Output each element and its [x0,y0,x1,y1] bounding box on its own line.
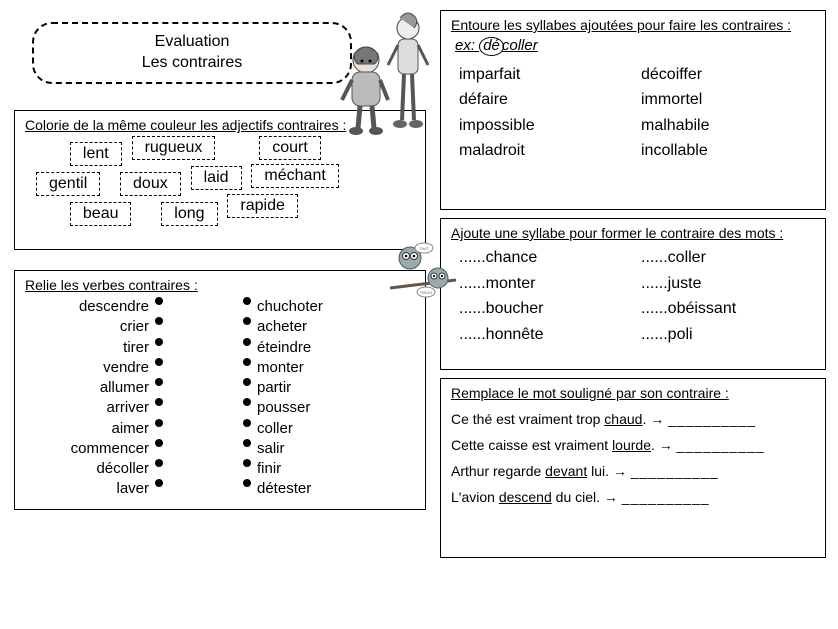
ex2-right-column: chuchoter acheter éteindre monter partir… [243,297,323,500]
verb-left: laver [35,479,155,499]
word-box: laid [191,166,242,190]
word-box: rapide [227,194,297,218]
dot-icon [155,358,163,366]
dot-icon [243,358,251,366]
sentence: Ce thé est vraiment trop chaud. → ______… [451,411,815,427]
ex-prefix: ex: [455,37,479,54]
dot-icon [155,317,163,325]
dot-icon [243,297,251,305]
ex1-words: lent rugueux court gentil doux laid méch… [25,137,415,231]
word-box: long [161,202,217,226]
word-box: court [259,136,321,160]
word: décoiffer [633,62,815,88]
exercise-relie: Relie les verbes contraires : descendre … [14,270,426,510]
dot-icon [155,378,163,386]
word-box: doux [120,172,181,196]
dot-icon [243,459,251,467]
verb-right: chuchoter [251,297,323,317]
dot-icon [243,378,251,386]
verb-right: acheter [251,317,307,337]
verb-left: commencer [35,439,155,459]
word: monter [451,271,633,297]
children-illustration [328,10,438,140]
word: honnête [451,322,633,348]
worksheet-page: Evaluation Les contraires [8,8,830,621]
word: maladroit [451,138,633,164]
dot-icon [155,459,163,467]
dot-icon [243,479,251,487]
word: coller [633,245,815,271]
verb-right: partir [251,378,291,398]
dot-icon [155,419,163,427]
dot-icon [243,338,251,346]
svg-text:TWOO: TWOO [420,290,432,295]
sentence: Arthur regarde devant lui. → __________ [451,463,815,479]
blank: __________ [631,463,719,479]
dot-icon [243,419,251,427]
exercise-entoure: Entoure les syllabes ajoutées pour faire… [440,10,826,210]
word: malhabile [633,113,815,139]
word: poli [633,322,815,348]
sentence: Cette caisse est vraiment lourde. → ____… [451,437,815,453]
dot-icon [243,398,251,406]
dot-icon [155,338,163,346]
dot-icon [243,439,251,447]
ex2-instruction: Relie les verbes contraires : [25,277,415,293]
sentence: L'avion descend du ciel. → __________ [451,489,815,505]
ex2-left-column: descendre crier tirer vendre allumer arr… [35,297,163,500]
verb-left: descendre [35,297,155,317]
dot-icon [155,297,163,305]
ex3-instruction: Entoure les syllabes ajoutées pour faire… [451,17,815,33]
word: obéissant [633,296,815,322]
verb-left: crier [35,317,155,337]
dot-icon [155,398,163,406]
verb-right: pousser [251,398,310,418]
word-box: méchant [251,164,338,188]
blank: __________ [677,437,765,453]
title-box: Evaluation Les contraires [32,22,352,84]
word: immortel [633,87,815,113]
verb-right: salir [251,439,285,459]
verb-right: coller [251,419,293,439]
ex5-instruction: Remplace le mot souligné par son contrai… [451,385,815,401]
ex-rest: coller [502,37,538,54]
title-line2: Les contraires [74,53,310,74]
verb-left: allumer [35,378,155,398]
word: défaire [451,87,633,113]
ex4-words: chance coller monter juste boucher obéis… [451,245,815,347]
ex3-example: ex: décoller [455,37,815,56]
word: juste [633,271,815,297]
verb-left: tirer [35,338,155,358]
dot-icon [155,479,163,487]
verb-left: décoller [35,459,155,479]
ex-circled: dé [479,37,504,56]
word-box: lent [70,142,122,166]
word: boucher [451,296,633,322]
ex4-instruction: Ajoute une syllabe pour former le contra… [451,225,815,241]
word: incollable [633,138,815,164]
ex3-words: imparfait décoiffer défaire immortel imp… [451,62,815,164]
verb-left: vendre [35,358,155,378]
word-box: beau [70,202,132,226]
exercise-ajoute: Ajoute une syllabe pour former le contra… [440,218,826,370]
word: impossible [451,113,633,139]
blank: __________ [668,411,756,427]
word-box: gentil [36,172,100,196]
verb-right: éteindre [251,338,311,358]
dot-icon [243,317,251,325]
exercise-remplace: Remplace le mot souligné par son contrai… [440,378,826,558]
word: chance [451,245,633,271]
blank: __________ [622,489,710,505]
word-box: rugueux [132,136,216,160]
verb-right: finir [251,459,281,479]
verb-left: aimer [35,419,155,439]
title-line1: Evaluation [74,32,310,53]
svg-text:TWIT: TWIT [419,246,429,251]
dot-icon [155,439,163,447]
word: imparfait [451,62,633,88]
verb-right: détester [251,479,311,499]
verb-left: arriver [35,398,155,418]
owls-illustration: TWIT TWOO [388,240,458,303]
verb-right: monter [251,358,304,378]
